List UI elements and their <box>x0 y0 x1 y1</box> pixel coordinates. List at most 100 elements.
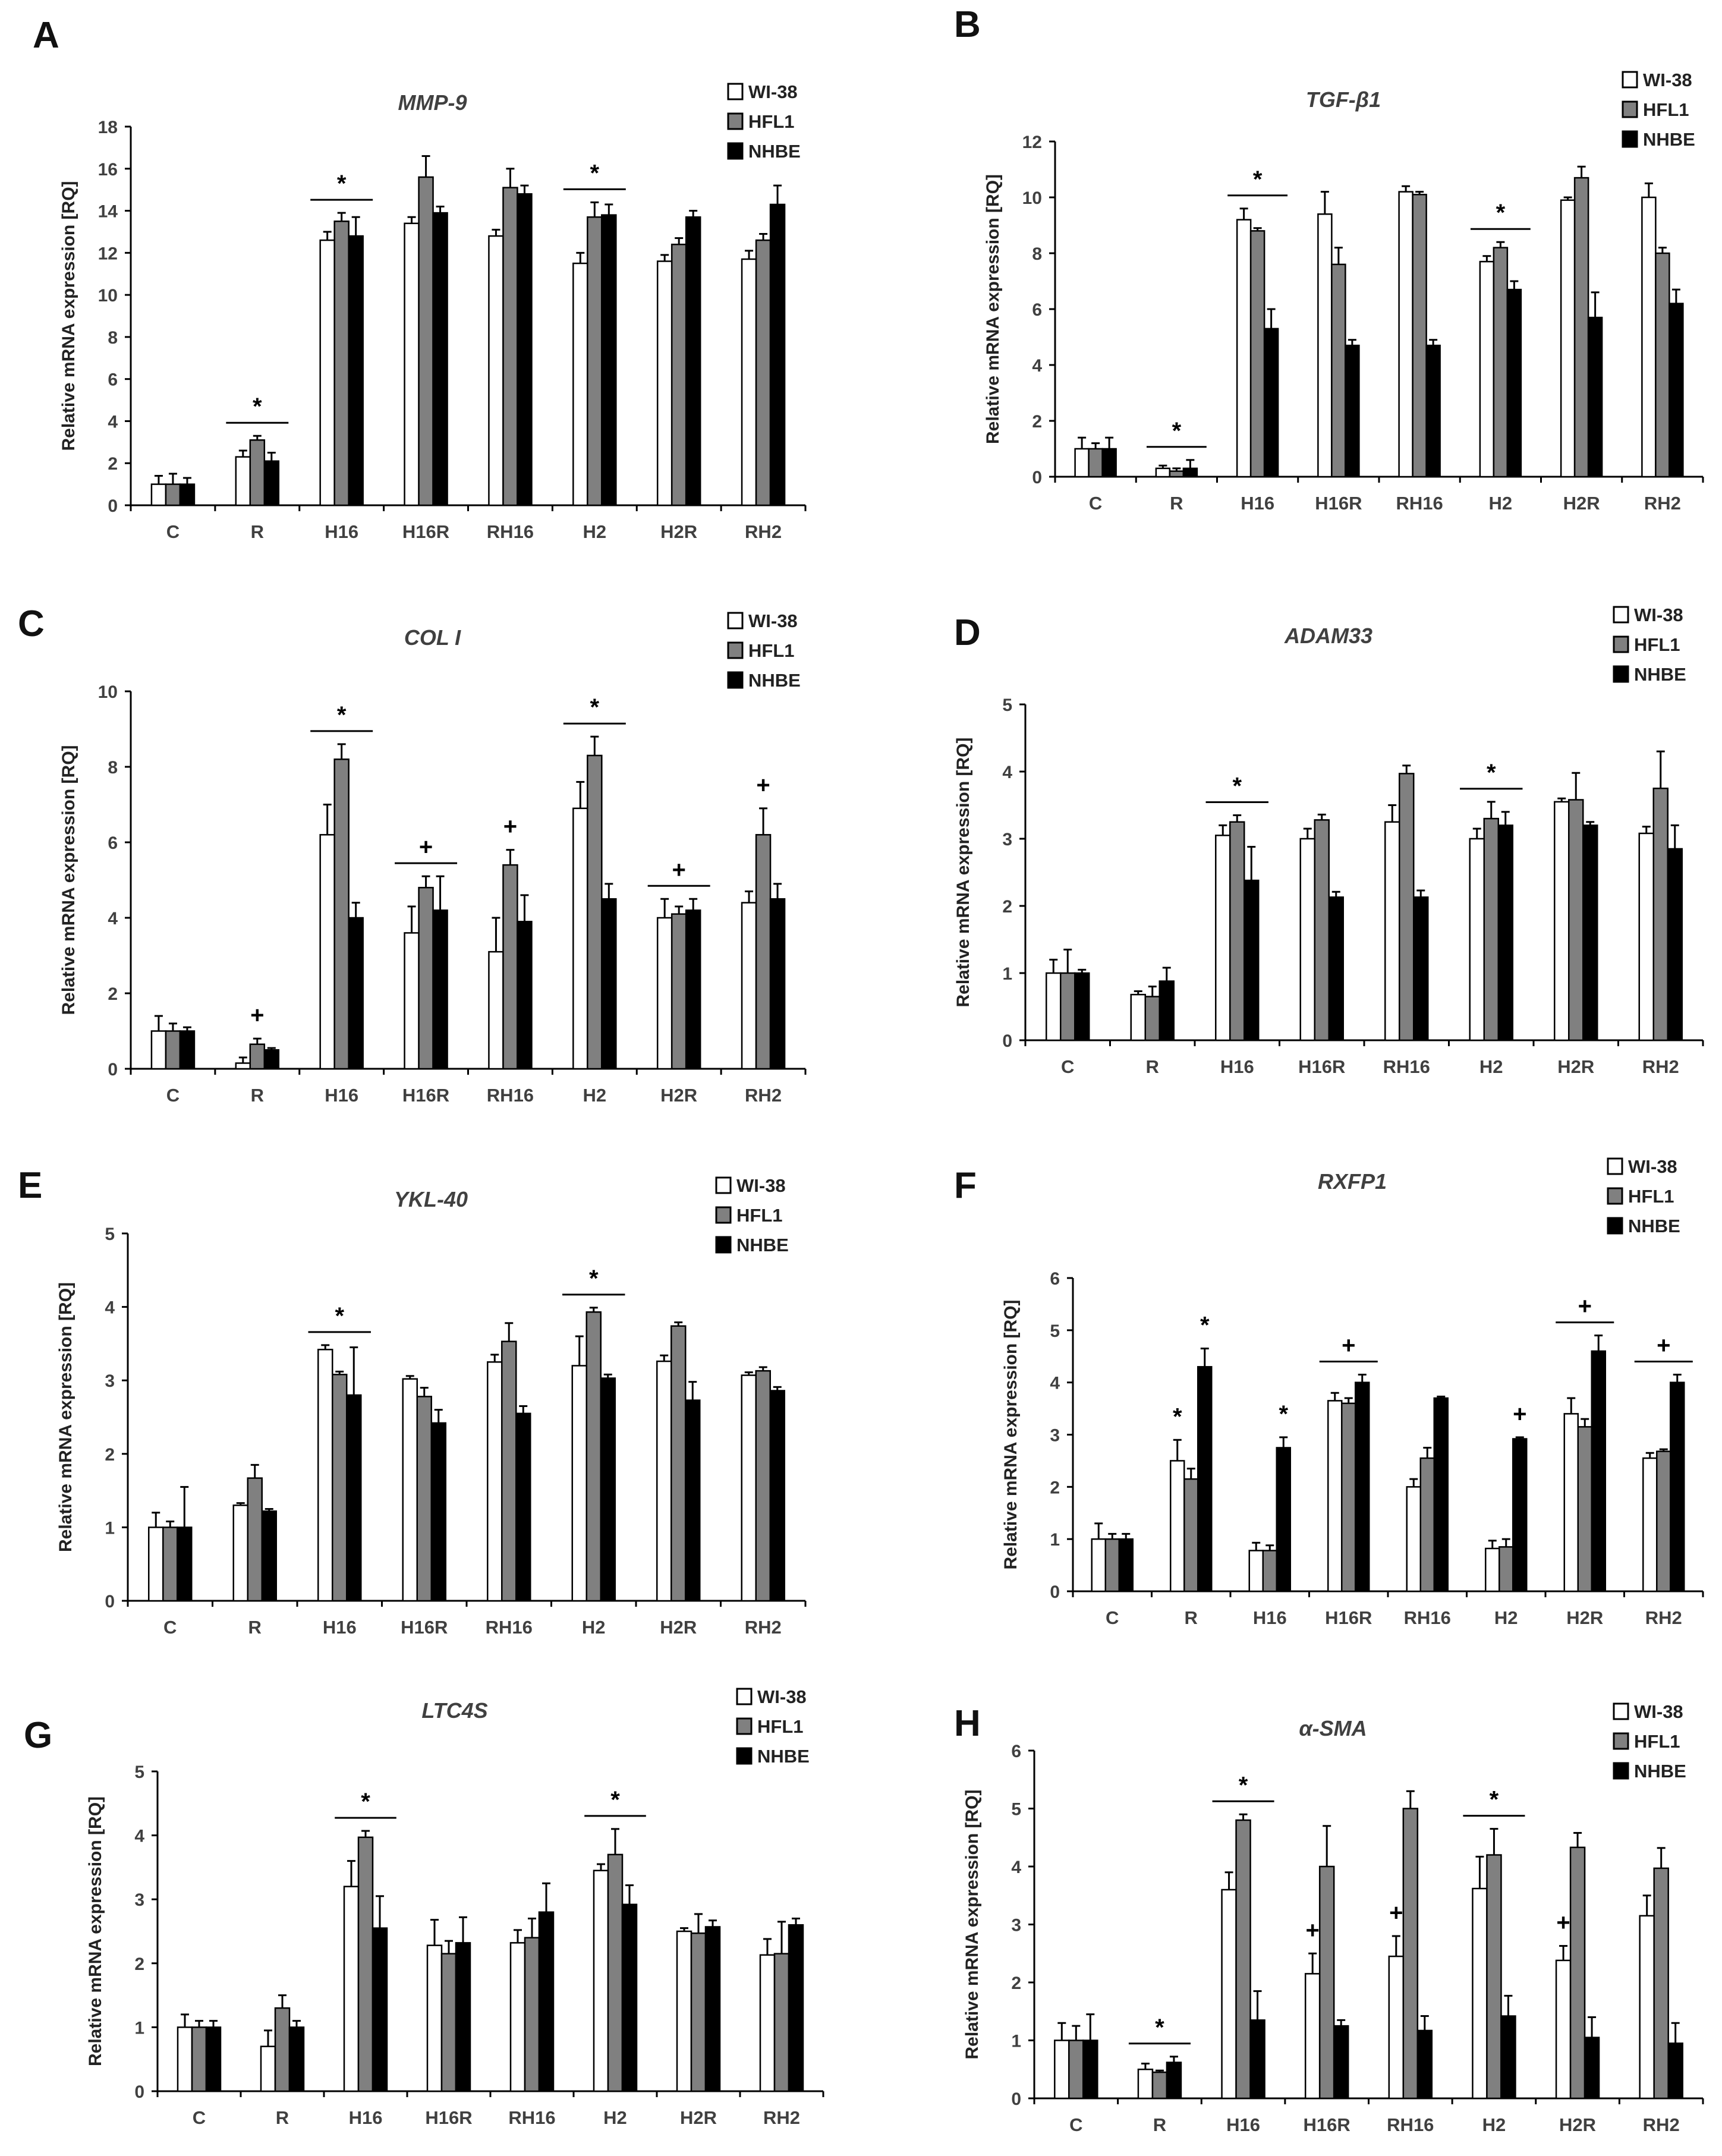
panel-label: A <box>33 15 59 56</box>
x-tick-label: H16R <box>1304 2114 1350 2135</box>
y-tick-label: 1 <box>105 1518 115 1538</box>
y-tick-label: 0 <box>1032 468 1042 487</box>
bar-wi-38-h16r <box>404 222 420 506</box>
x-tick-label: C <box>163 1617 177 1638</box>
significance-marker: * <box>253 394 262 420</box>
bar-hfl1-r <box>249 439 266 506</box>
bar-wi-38-c <box>1074 448 1090 478</box>
y-tick-label: 2 <box>1011 1974 1021 1993</box>
bar-nhbe-rh16 <box>1416 2029 1433 2100</box>
bar-nhbe-h16r <box>455 1942 471 2092</box>
bar-nhbe-h2 <box>621 1903 638 2092</box>
bar-nhbe-h2r <box>1591 1350 1606 1592</box>
y-tick-label: 4 <box>1032 356 1042 376</box>
bar-hfl1-h2 <box>1493 247 1509 478</box>
panel-C: C COL I Relative mRNA expression [RQ] 0 2 4 6 8… <box>18 603 807 1106</box>
x-tick-label: H2R <box>1557 1056 1594 1077</box>
bar-nhbe-r <box>261 1510 277 1602</box>
bar-wi-38-h2 <box>1485 1547 1500 1592</box>
x-tick-label: R <box>248 1617 262 1638</box>
bar-nhbe-h16r <box>1333 2025 1349 2100</box>
bar-nhbe-h2 <box>1497 824 1513 1041</box>
y-tick-label: 5 <box>134 1762 144 1782</box>
y-tick-label: 4 <box>105 1298 115 1318</box>
bar-wi-38-rh2 <box>1639 1915 1655 2100</box>
bar-wi-38-c <box>148 1526 164 1602</box>
legend-label-hfl1: HFL1 <box>1634 1731 1680 1752</box>
bar-hfl1-h2 <box>1483 817 1499 1041</box>
bar-hfl1-h16r <box>416 1396 432 1602</box>
legend-label-hfl1: HFL1 <box>748 640 795 661</box>
bar-hfl1-h2 <box>587 754 603 1070</box>
legend-swatch-nhbe <box>736 1747 753 1765</box>
x-tick-label: H2R <box>1566 1607 1603 1628</box>
bar-nhbe-h2r <box>685 1399 701 1602</box>
bar-hfl1-h16 <box>357 1836 374 2092</box>
bar-hfl1-h16r <box>1341 1402 1356 1592</box>
y-tick-label: 4 <box>1050 1374 1060 1393</box>
y-tick-label: 3 <box>1050 1426 1060 1446</box>
legend-swatch-hfl1 <box>1622 100 1638 118</box>
panel-A: A MMP-9 Relative mRNA expression [RQ] 0 2 4 6 8… <box>33 15 807 542</box>
bar-nhbe-h2r <box>704 1926 721 2092</box>
legend-label-wi-38: WI-38 <box>1628 1156 1677 1177</box>
bar-hfl1-c <box>1088 448 1103 478</box>
bar-nhbe-c <box>1118 1538 1134 1592</box>
bar-nhbe-rh2 <box>769 1390 785 1602</box>
bar-hfl1-rh2 <box>1653 1867 1669 2100</box>
bar-wi-38-h16 <box>343 1886 360 2092</box>
legend-swatch-nhbe <box>715 1236 732 1254</box>
bar-nhbe-h16r <box>432 909 448 1070</box>
bar-wi-38-rh2 <box>1642 1457 1658 1592</box>
significance-marker: * <box>1239 1772 1248 1798</box>
x-tick-label: R <box>251 521 264 542</box>
y-tick-label: 12 <box>1022 133 1042 152</box>
bar-wi-38-c <box>1054 2039 1070 2100</box>
y-tick-label: 0 <box>1011 2089 1021 2109</box>
bar-nhbe-rh2 <box>1667 2042 1683 2100</box>
legend-swatch-hfl1 <box>727 112 744 130</box>
x-tick-label: C <box>1089 493 1102 514</box>
bar-nhbe-h2r <box>685 909 701 1070</box>
x-tick-label: H16R <box>402 1085 449 1106</box>
bar-nhbe-h2 <box>1506 288 1522 478</box>
bar-wi-38-h16 <box>1236 219 1252 478</box>
bar-wi-38-rh2 <box>741 258 757 506</box>
significance-marker: + <box>250 1002 264 1028</box>
bar-hfl1-h2 <box>1499 1546 1514 1592</box>
y-tick-label: 5 <box>105 1225 115 1244</box>
bar-wi-38-r <box>1170 1460 1185 1592</box>
x-tick-label: C <box>166 521 180 542</box>
y-tick-label: 2 <box>108 984 118 1004</box>
bar-wi-38-h2r <box>676 1930 692 2092</box>
bar-wi-38-rh2 <box>1638 832 1654 1041</box>
chart-title: MMP-9 <box>398 90 467 115</box>
y-tick-label: 6 <box>108 833 118 853</box>
bar-nhbe-h16 <box>348 917 364 1070</box>
bar-nhbe-h16r <box>1345 344 1360 478</box>
bar-nhbe-c <box>1101 448 1117 478</box>
x-tick-label: RH2 <box>745 1085 782 1106</box>
bar-nhbe-h16 <box>346 1394 362 1602</box>
bar-nhbe-h16r <box>430 1422 446 1602</box>
legend-label-wi-38: WI-38 <box>1634 605 1683 625</box>
bar-hfl1-r <box>1144 996 1160 1041</box>
panel-G: G LTC4S Relative mRNA expression [RQ] 0 1 2 3 4… <box>24 1686 824 2128</box>
significance-marker: * <box>1279 1401 1288 1427</box>
panel-label: E <box>18 1165 42 1206</box>
x-tick-label: H16R <box>401 1617 448 1638</box>
bar-hfl1-h16 <box>1235 1819 1251 2100</box>
bar-wi-38-c <box>1091 1538 1106 1592</box>
bar-wi-38-h2r <box>656 260 673 506</box>
y-tick-label: 10 <box>98 682 118 702</box>
x-tick-label: H16 <box>1226 2114 1260 2135</box>
bar-nhbe-r <box>1197 1366 1213 1592</box>
bar-nhbe-rh16 <box>1413 896 1429 1041</box>
bar-wi-38-rh16 <box>487 1361 503 1602</box>
bar-nhbe-rh2 <box>788 1924 804 2092</box>
significance-marker: + <box>1342 1332 1355 1358</box>
bar-hfl1-rh16 <box>1419 1457 1435 1592</box>
y-tick-label: 0 <box>134 2082 144 2102</box>
